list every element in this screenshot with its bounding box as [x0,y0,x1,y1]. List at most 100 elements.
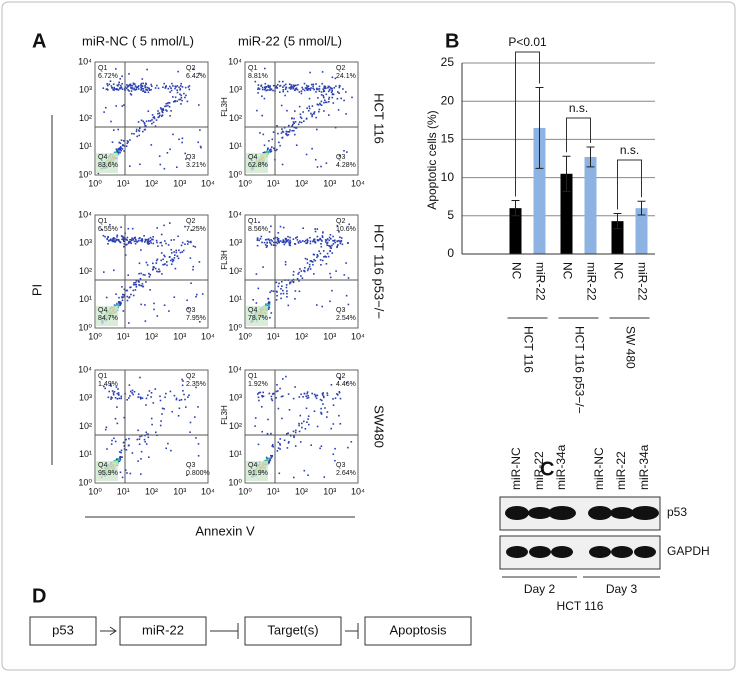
dot [305,87,308,90]
dot [317,104,320,106]
dot [160,252,163,254]
dot [133,240,136,243]
dot [278,80,281,83]
dot [320,100,323,103]
dot [325,93,328,96]
dot [332,235,334,238]
dot [261,88,264,91]
dot [106,448,108,450]
dot [109,239,112,241]
dot [187,307,190,310]
dot [307,89,309,91]
dot [197,141,199,144]
dot [289,88,292,90]
quadrant-value: 0.800% [186,470,210,477]
dot [118,301,120,303]
dot [140,285,143,287]
dot [179,88,182,90]
band [528,507,552,519]
dot [283,126,286,129]
dot [161,114,164,116]
dot [270,239,272,241]
dot [126,472,128,474]
dot [270,150,273,152]
dot [121,144,124,146]
dot [133,133,135,135]
dot [332,102,335,104]
dot [150,417,153,420]
dot [126,289,129,292]
dot [346,151,348,153]
dot [285,86,287,89]
dot [113,437,115,440]
dot [177,415,180,417]
dot [261,396,264,398]
dot [296,236,298,238]
dot [106,84,109,87]
dot [295,237,297,239]
dot [132,82,135,85]
dot [320,245,323,248]
dot [178,86,180,89]
dot [162,107,164,110]
dot [331,244,333,247]
dot [329,250,331,252]
dot [151,122,153,125]
dot [190,282,192,284]
dot [336,246,338,249]
dot [307,87,310,90]
dot [144,241,146,243]
x-tick-label: 10⁴ [201,486,215,496]
dot [295,87,298,89]
dot [103,385,105,388]
y-tick-label: 10¹ [79,449,92,459]
dot [124,469,127,471]
dot [122,296,125,298]
dot [180,96,183,99]
dot [176,255,179,258]
dot [194,416,196,418]
dot [272,392,275,395]
dot [119,471,122,474]
dot [151,85,153,87]
dot [286,433,288,435]
dot [115,238,118,241]
dot [282,292,285,295]
dot [190,241,192,244]
dot [270,395,273,398]
y-tick-label: 10⁴ [228,209,242,219]
dot [309,260,312,262]
dot [150,396,152,398]
dot [189,257,192,259]
dot [325,162,328,164]
dot [151,238,153,241]
dot [164,255,166,258]
dot [199,145,202,148]
dot [295,84,297,87]
dot [301,422,303,425]
dot [311,105,314,107]
dot [173,239,175,241]
dot [174,96,177,99]
dot [144,238,147,241]
dot [138,134,140,137]
dot [281,285,283,287]
quadrant-value: 84.7% [98,315,118,322]
bar [611,221,624,254]
dot [109,80,112,82]
y-tick-label: 10⁴ [228,364,242,374]
dot [340,97,342,100]
dot [173,296,176,298]
dot [339,242,342,245]
dot [298,105,301,108]
dot [129,85,132,87]
lane-label: miR-22 [532,451,546,490]
dot [121,83,123,85]
dot [300,275,302,277]
dot [115,293,117,295]
dot [126,239,128,241]
dot [282,241,285,244]
dot [291,129,293,132]
dot [276,384,278,386]
